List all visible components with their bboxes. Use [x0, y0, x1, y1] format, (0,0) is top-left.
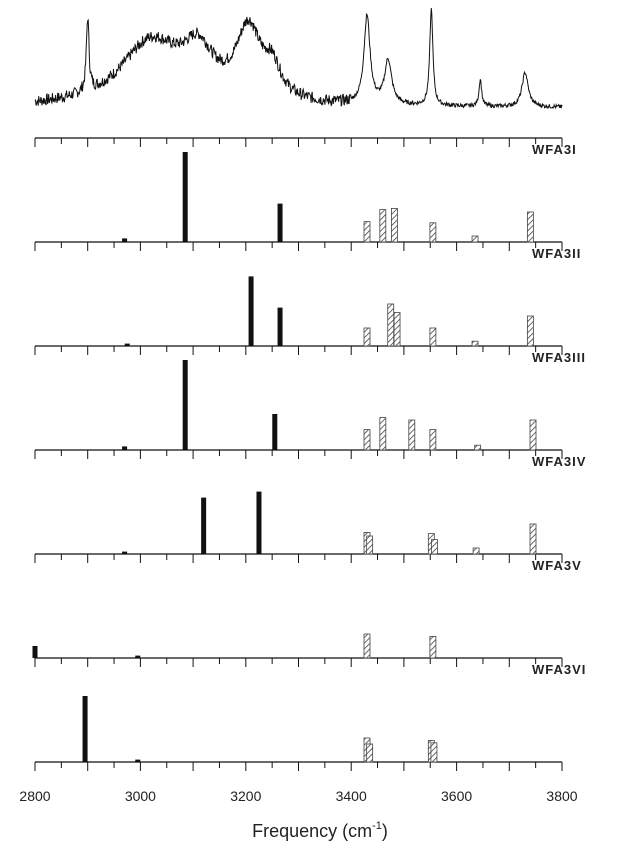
solid-bar: [256, 492, 261, 554]
experimental-spectrum: [35, 8, 562, 147]
panel-label: WFA3IV: [532, 454, 586, 469]
hatched-bar: [430, 430, 436, 450]
solid-bar: [183, 152, 188, 242]
panel-5: WFA3V: [33, 558, 582, 667]
hatched-bar: [430, 223, 436, 242]
hatched-bar: [527, 212, 533, 242]
calculated-spectra-panels: WFA3I WFA3II WFA3III WFA3IV WFA3V WFA3VI: [33, 142, 587, 771]
x-tick-label: 3800: [546, 788, 577, 804]
hatched-bar: [530, 420, 536, 450]
hatched-bar: [409, 420, 415, 450]
hatched-bar: [431, 540, 437, 554]
panel-3: WFA3III: [35, 350, 586, 459]
hatched-bar: [388, 304, 394, 346]
hatched-bar: [364, 634, 370, 658]
x-axis-title: Frequency (cm-1): [252, 820, 388, 841]
hatched-bar: [380, 210, 386, 242]
panel-label: WFA3I: [532, 142, 577, 157]
hatched-bar: [430, 328, 436, 346]
solid-bar: [278, 308, 283, 346]
hatched-bar: [391, 208, 397, 242]
solid-bar: [122, 552, 127, 554]
spectrum-trace: [35, 8, 562, 108]
hatched-bar: [364, 222, 370, 242]
x-tick-label: 3400: [336, 788, 367, 804]
solid-bar: [135, 656, 140, 658]
hatched-bar: [472, 236, 478, 242]
solid-bar: [125, 344, 130, 346]
x-tick-label: 3000: [125, 788, 156, 804]
x-tick-label: 2800: [19, 788, 50, 804]
solid-bar: [83, 696, 88, 762]
hatched-bar: [367, 744, 373, 762]
x-axis: 2800 3000 3200 3400 3600 3800: [19, 788, 577, 804]
solid-bar: [183, 360, 188, 450]
solid-bar: [122, 446, 127, 450]
solid-bar: [249, 276, 254, 346]
panel-label: WFA3VI: [532, 662, 586, 677]
panel-4: WFA3IV: [35, 454, 586, 563]
hatched-bar: [380, 418, 386, 450]
hatched-bar: [364, 328, 370, 346]
hatched-bar: [364, 430, 370, 450]
hatched-bar: [530, 524, 536, 554]
solid-bar: [33, 646, 38, 658]
hatched-bar: [527, 316, 533, 346]
solid-bar: [201, 498, 206, 554]
panel-1: WFA3I: [35, 142, 577, 251]
panel-label: WFA3III: [532, 350, 586, 365]
panel-6: WFA3VI: [35, 662, 586, 771]
hatched-bar: [472, 341, 478, 346]
hatched-bar: [475, 445, 481, 450]
x-tick-label: 3600: [441, 788, 472, 804]
panel-2: WFA3II: [35, 246, 581, 355]
hatched-bar: [473, 548, 479, 554]
hatched-bar: [430, 636, 436, 658]
panel-label: WFA3V: [532, 558, 582, 573]
solid-bar: [122, 238, 127, 242]
solid-bar: [135, 760, 140, 762]
hatched-bar: [394, 312, 400, 346]
x-tick-label: 3200: [230, 788, 261, 804]
hatched-bar: [367, 536, 373, 554]
hatched-bar: [431, 743, 437, 762]
solid-bar: [278, 204, 283, 242]
panel-label: WFA3II: [532, 246, 581, 261]
solid-bar: [272, 414, 277, 450]
